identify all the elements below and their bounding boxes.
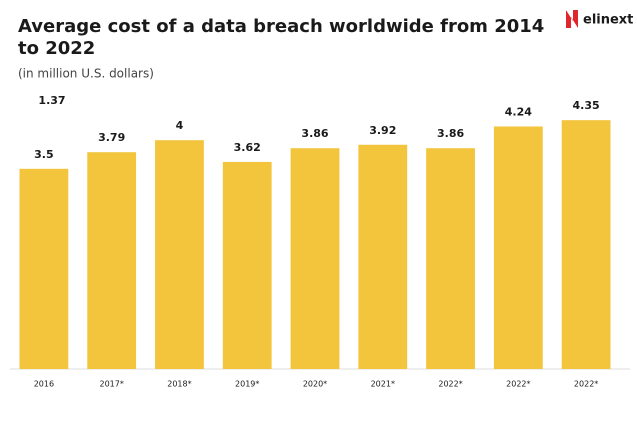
- value-label: 3.86: [301, 127, 328, 140]
- bar: [358, 144, 408, 369]
- value-label: 3.62: [234, 141, 261, 154]
- logo: elinext: [566, 10, 633, 28]
- value-label: 4.24: [505, 105, 532, 118]
- x-tick-label: 2019*: [235, 380, 259, 389]
- bar: [426, 148, 475, 369]
- value-label: 4.35: [573, 99, 600, 112]
- value-label: 3.5: [34, 148, 54, 161]
- x-tick-label: 2022*: [506, 380, 530, 389]
- value-label: 3.92: [369, 124, 396, 137]
- value-label: 4: [176, 119, 184, 132]
- bar: [561, 120, 611, 370]
- bar: [222, 161, 272, 369]
- bar: [493, 126, 543, 369]
- bar: [19, 168, 69, 369]
- x-tick-label: 2016: [34, 380, 54, 389]
- chart-title: to 2022: [18, 38, 95, 59]
- value-label: 3.79: [98, 131, 125, 144]
- logo-icon: [566, 10, 578, 28]
- value-label: 3.86: [437, 127, 464, 140]
- x-tick-label: 2022*: [438, 380, 462, 389]
- logo-text: elinext: [583, 13, 633, 28]
- chart-title: Average cost of a data breach worldwide …: [18, 16, 544, 37]
- bar: [87, 152, 137, 369]
- annotation: 1.37: [38, 94, 65, 107]
- x-tick-label: 2017*: [99, 380, 123, 389]
- bar: [290, 148, 340, 369]
- x-tick-label: 2022*: [574, 380, 598, 389]
- x-tick-label: 2020*: [303, 380, 327, 389]
- chart-subtitle: (in million U.S. dollars): [18, 67, 154, 81]
- x-tick-label: 2018*: [167, 380, 191, 389]
- bar: [155, 140, 204, 369]
- x-tick-label: 2021*: [371, 380, 395, 389]
